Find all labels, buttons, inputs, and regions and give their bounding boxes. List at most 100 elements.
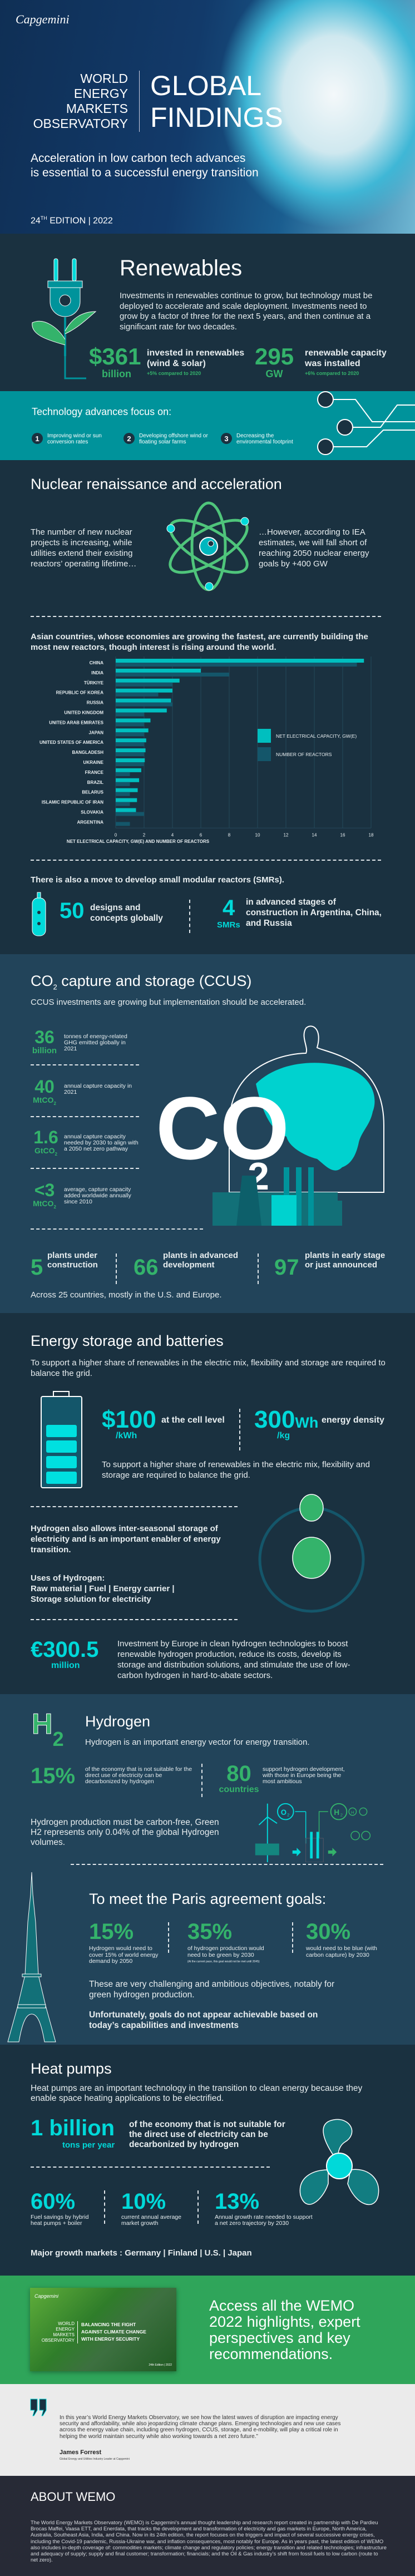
report-cover-thumbnail[interactable]: Capgemini WORLD ENERGY MARKETS OBSERVATORY … [30,2288,176,2371]
unfortunately-text: Unfortunately, goals do not appear achie… [89,2010,318,2030]
about-title: ABOUT WEMO [31,2490,116,2504]
divider [31,1228,203,1230]
ccus-title: CO2 capture and storage (CCUS) [31,973,251,991]
stat-label: renewable capacity was installed [305,348,387,368]
y-tick-label: UKRAINE [83,760,104,765]
o2-label: O [281,1808,286,1817]
ccus-stat-label: annual capture capacity needed by 2030 t… [64,1133,139,1152]
cover-logo: Capgemini [34,2293,59,2299]
heat-stat-label: current annual average market growth [121,2214,181,2227]
legend-swatch-reactors [258,747,271,761]
bar-capacity [116,718,151,723]
co2-factory-illustration: CO 2 [156,1025,384,1226]
cta-text[interactable]: Access all the WEMO 2022 highlights, exp… [209,2297,360,2362]
bar-reactors [116,672,229,677]
battery-icon [41,1391,82,1488]
bar-capacity [116,688,172,693]
page-title: GLOBAL FINDINGS [150,70,283,134]
battery-cell [46,1425,77,1437]
stat-investment: $361 billion [89,345,141,380]
ccus-stat: 40 MtCO2 [31,1078,58,1106]
stat-note: +5% compared to 2020 [147,371,201,376]
heat-stat-label: Annual growth rate needed to support a n… [215,2214,313,2227]
title-subscript: 2 [53,983,57,991]
smr-construction-label: in advanced stages of construction in Ar… [246,897,382,928]
cover-line: WORLD [58,2321,75,2326]
stat-unit: MtCO [33,1095,54,1104]
bar-reactors [116,812,144,816]
y-tick-label: UNITED KINGDOM [64,710,103,715]
hydrogen-atom-icon [258,1494,365,1613]
ccus-stat: 1.6 GtCO2 [31,1128,61,1157]
production-text: Hydrogen production must be carbon-free,… [31,1818,219,1847]
heat-stat-label: Fuel savings by hybrid heat pumps + boil… [31,2214,89,2227]
hydrogen-desc: Hydrogen is an important energy vector f… [85,1738,310,1747]
tech-item-text: Improving wind or sun conversion rates [47,433,102,445]
stat-note: +6% compared to 2020 [305,371,359,376]
growth-markets: Major growth markets : Germany | Finland… [31,2248,252,2258]
divider [201,1764,202,1797]
h2-subscript: 2 [340,1813,343,1818]
stat-value: 36 [34,1027,55,1047]
fan-icon [299,2119,379,2205]
stat-unit-subscript: 2 [53,1204,56,1210]
hydrogen-uses: Uses of Hydrogen: Raw material | Fuel | … [31,1573,231,1605]
plants-early-value: 97 [274,1255,299,1280]
stat-unit: billion [32,1046,57,1055]
report-cta-banner[interactable]: Capgemini WORLD ENERGY MARKETS OBSERVATORY … [0,2276,415,2384]
renewables-body: Investments in renewables continue to gr… [120,291,373,332]
asia-text: Asian countries, whose economies are gro… [31,632,368,652]
bar-reactors [116,782,130,786]
countries-stat: 80 countries [218,1763,260,1795]
eu-investment-value: €300.5 [31,1637,99,1662]
bar-capacity [116,788,138,792]
y-tick-label: FRANCE [85,770,104,775]
uses-line: Storage solution for electricity [31,1595,151,1604]
bar-reactors [116,712,144,717]
battery-cell [46,1456,77,1468]
tons-label: of the economy that is not suitable for … [129,2120,285,2149]
plants-advanced-value: 66 [134,1255,159,1280]
nuclear-title: Nuclear renaissance and acceleration [31,476,282,492]
step-number: 3 [221,433,232,444]
divider [189,900,190,933]
stat-label: invested in renewables (wind & solar) [147,348,245,368]
stat-unit-subscript: 2 [55,1151,57,1157]
challenge-text: These are very challenging and ambitious… [89,1980,335,2000]
economy-share-label: of the economy that is not suitable for … [85,1766,192,1785]
plants-early-label: plants in early stage or just announced [305,1251,386,1270]
smr-intro: There is also a move to develop small mo… [31,875,284,885]
subtitle-line: is essential to a successful energy tran… [31,166,259,179]
reactor-icon [32,892,46,936]
ccus-stat: <3 MtCO2 [31,1181,58,1210]
divider [31,1064,139,1065]
nuclear-right-text: …However, according to IEA estimates, we… [259,527,369,569]
energy-storage-section: Energy storage and batteries To support … [0,1313,415,1694]
y-tick-label: CHINA [90,660,104,665]
title-part: capture and storage (CCUS) [57,973,252,989]
density-unit: /kg [277,1431,290,1440]
heat-title: Heat pumps [31,2060,112,2077]
heat-pumps-section: Heat pumps Heat pumps are an important t… [0,2045,415,2276]
title-divider [139,71,140,132]
divider [31,1619,238,1620]
step-number: 1 [32,433,43,444]
divider [258,1254,259,1284]
divider [31,616,381,617]
renewables-title: Renewables [120,256,243,280]
x-axis-title: NET ELECTRICAL CAPACITY, GW(E) AND NUMBE… [67,839,210,844]
tech-list: 1 Improving wind or sun conversion rates … [32,433,310,445]
edition-suffix: TH [40,215,47,221]
edition-year: EDITION | 2022 [47,216,113,226]
tech-item-text: Developing offshore wind or floating sol… [139,433,208,445]
plug-plant-icon [32,258,97,379]
reactors-bar-chart: CHINA INDIA TÜRKIYE REPUBLIC OF KOREA RUSSIA… [39,657,374,844]
tech-heading: Technology advances focus on: [32,406,172,417]
x-tick-label: 0 [115,832,117,837]
y-tick-label: BANGLADESH [72,750,104,755]
y-tick-label: INDIA [91,670,103,675]
density-label: energy density [322,1415,384,1425]
y-tick-label: RUSSIA [87,700,103,705]
technology-advances-band: Technology advances focus on: 1 Improving… [0,391,415,460]
x-tick-label: 18 [369,832,374,837]
